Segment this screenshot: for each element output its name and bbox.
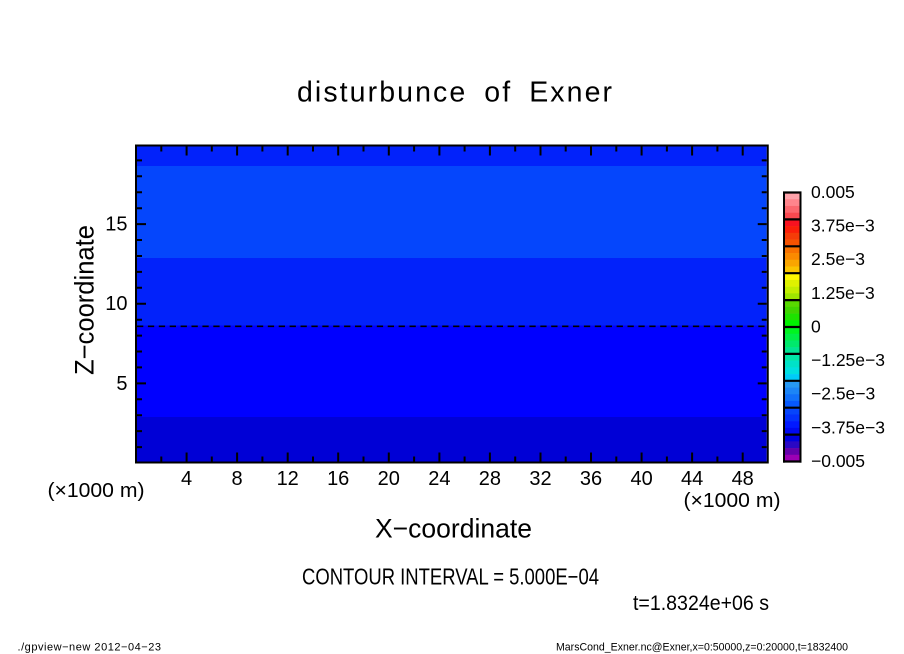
svg-text:44: 44	[681, 468, 703, 490]
svg-text:8: 8	[232, 468, 243, 490]
svg-text:t=1.8324e+06 s: t=1.8324e+06 s	[633, 592, 769, 615]
svg-text:(×1000 m): (×1000 m)	[684, 490, 781, 512]
svg-text:(×1000 m): (×1000 m)	[48, 480, 145, 502]
svg-text:0: 0	[811, 317, 821, 337]
svg-text:−3.75e−3: −3.75e−3	[811, 417, 885, 437]
svg-text:12: 12	[277, 468, 299, 490]
svg-text:−1.25e−3: −1.25e−3	[811, 350, 885, 370]
svg-text:40: 40	[630, 468, 652, 490]
svg-text:2.5e−3: 2.5e−3	[811, 249, 865, 269]
svg-text:15: 15	[105, 214, 127, 236]
svg-text:Z−coordinate: Z−coordinate	[70, 225, 100, 375]
svg-text:MarsCond_Exner.nc@Exner,x=0:50: MarsCond_Exner.nc@Exner,x=0:50000,z=0:20…	[556, 642, 848, 654]
svg-text:4: 4	[181, 468, 192, 490]
svg-text:disturbunce of Exner: disturbunce of Exner	[297, 77, 613, 109]
svg-text:./gpview−new 2012−04−23: ./gpview−new 2012−04−23	[18, 642, 162, 654]
svg-text:28: 28	[479, 468, 501, 490]
svg-text:−0.005: −0.005	[811, 451, 865, 471]
svg-text:1.25e−3: 1.25e−3	[811, 283, 875, 303]
svg-text:48: 48	[732, 468, 754, 490]
svg-text:5: 5	[116, 373, 127, 395]
svg-text:0.005: 0.005	[811, 182, 855, 202]
svg-text:−2.5e−3: −2.5e−3	[811, 384, 875, 404]
svg-text:16: 16	[327, 468, 349, 490]
svg-text:CONTOUR INTERVAL = 5.000E−04: CONTOUR INTERVAL = 5.000E−04	[302, 564, 599, 590]
svg-text:X−coordinate: X−coordinate	[375, 514, 532, 544]
svg-text:20: 20	[378, 468, 400, 490]
svg-text:24: 24	[428, 468, 450, 490]
svg-text:32: 32	[529, 468, 551, 490]
svg-text:3.75e−3: 3.75e−3	[811, 216, 875, 236]
svg-text:36: 36	[580, 468, 602, 490]
svg-text:10: 10	[105, 293, 127, 315]
